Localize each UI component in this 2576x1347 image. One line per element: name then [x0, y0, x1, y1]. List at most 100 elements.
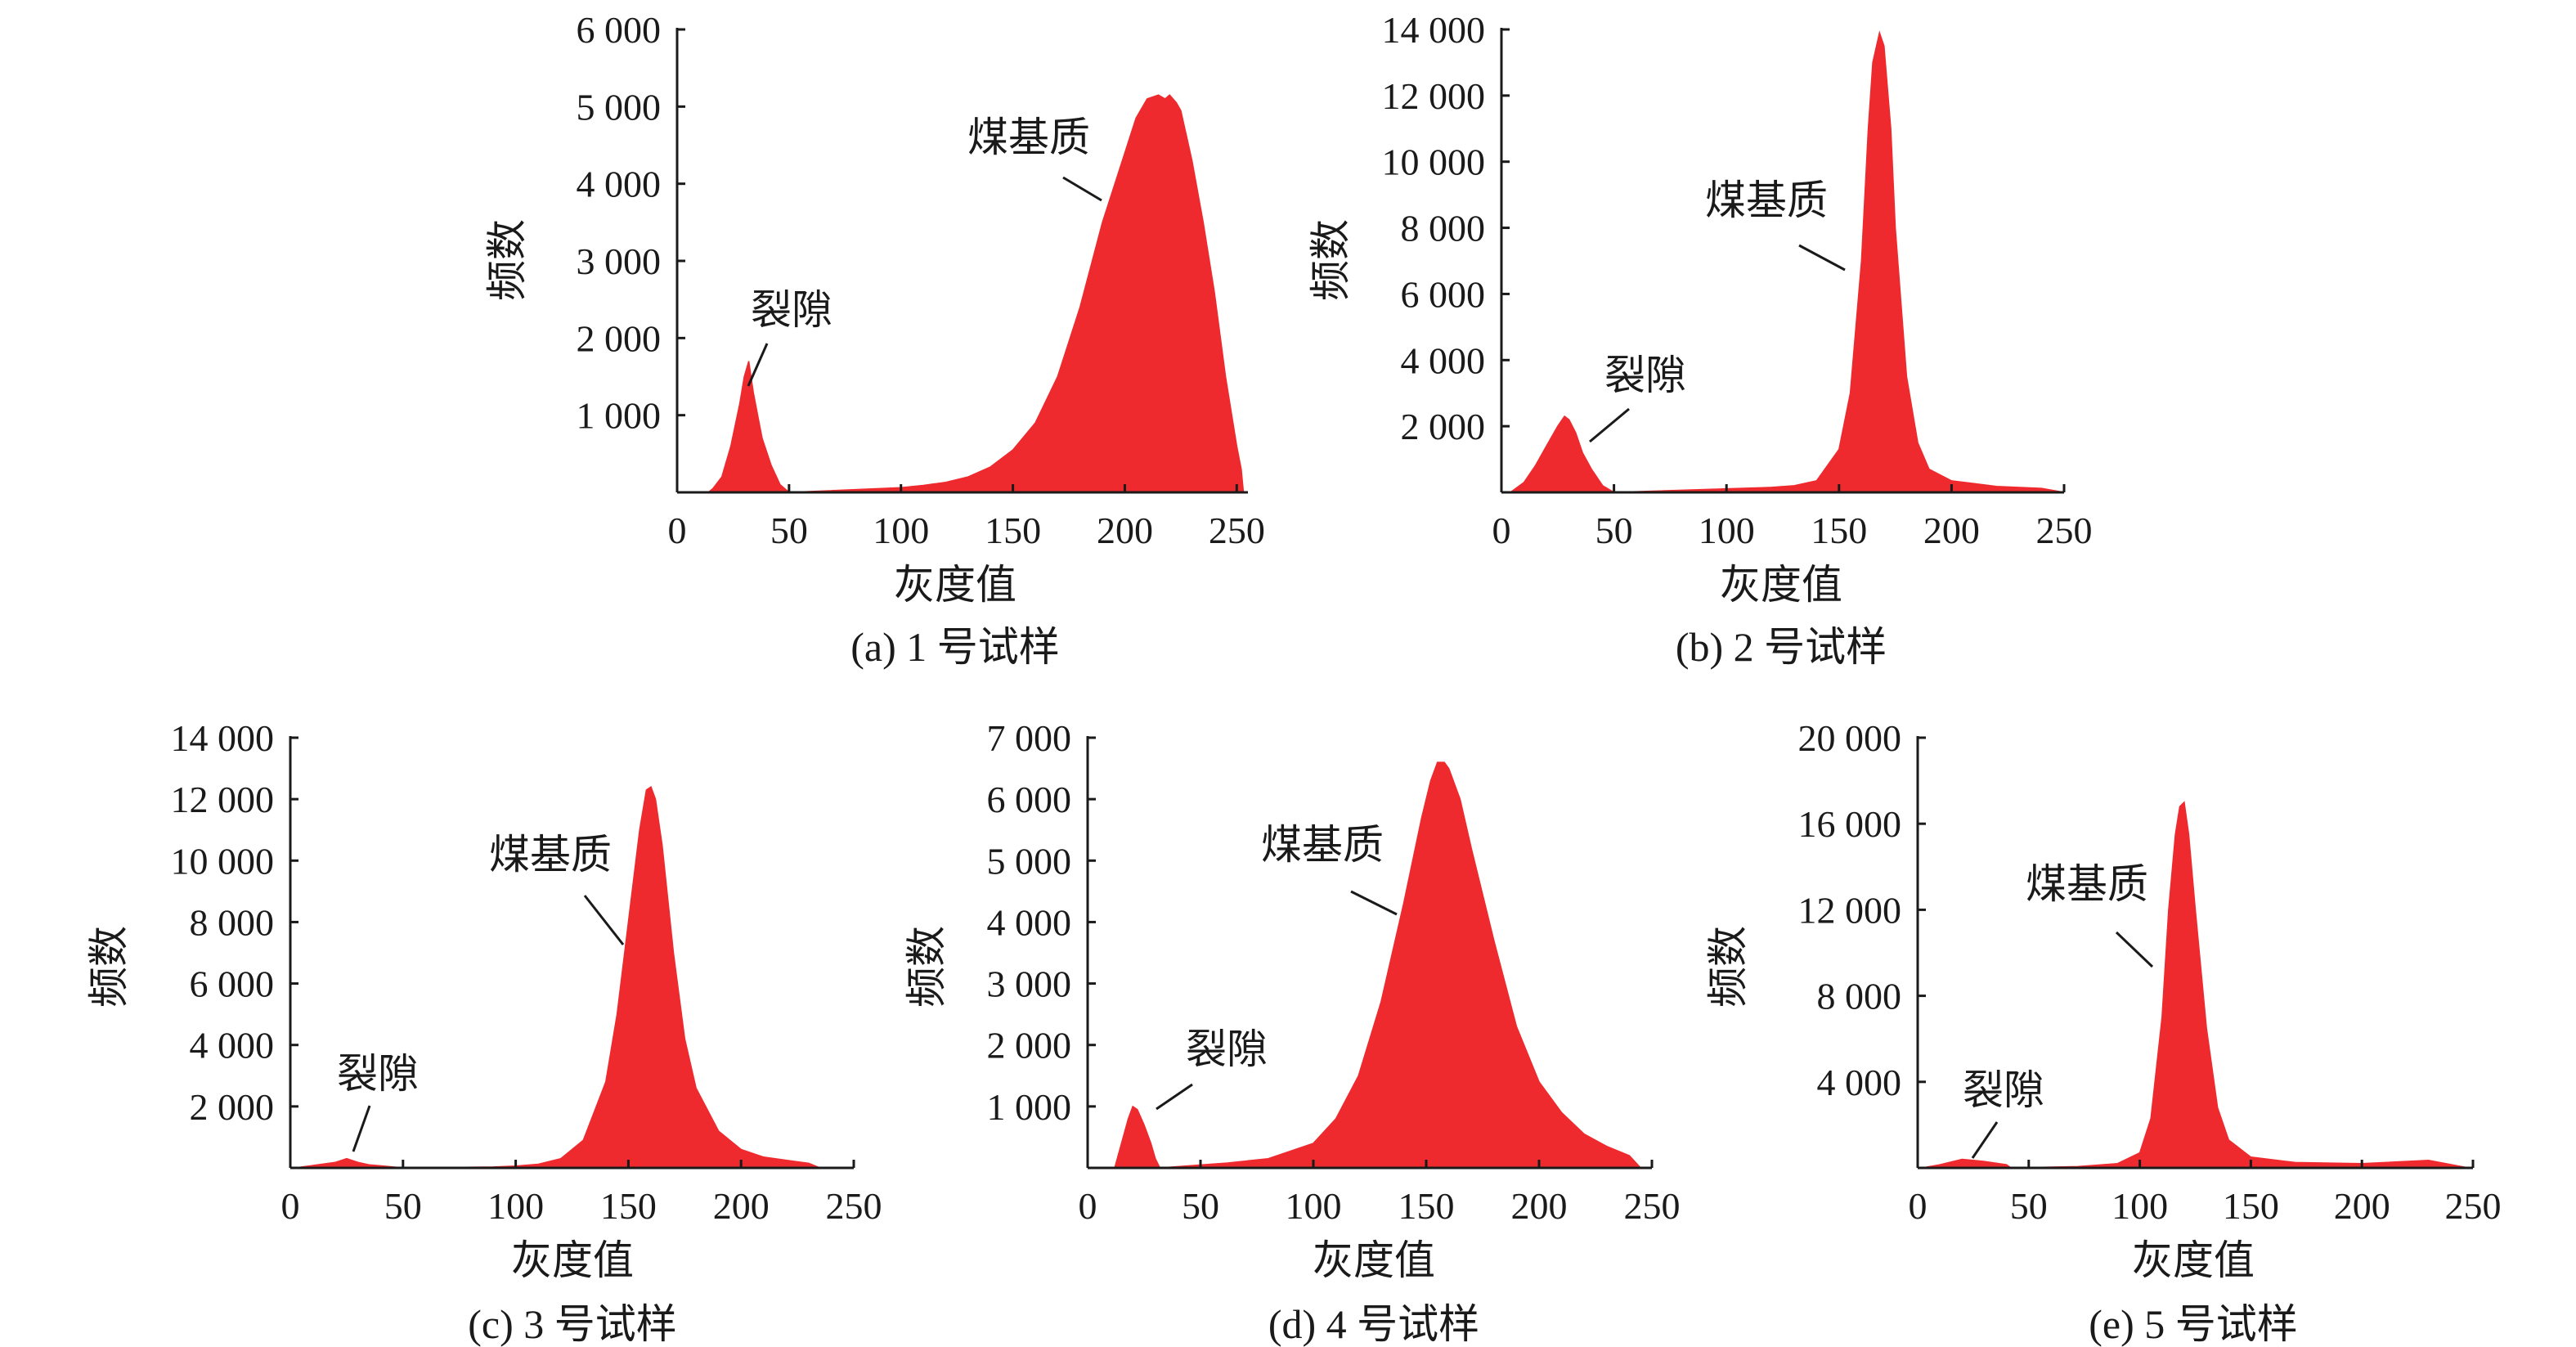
panel-caption: (b) 2 号试样	[1676, 624, 1887, 670]
annotation-label: 裂隙	[1186, 1026, 1268, 1072]
panel-d: 0 50 100 150 200 250 1 000 2 000 3 000 4 000 5 00…	[904, 717, 1681, 1347]
y-tick-label: 12 000	[1798, 889, 1902, 931]
panel-a: 0 50 100 150 200 250 1 000 2 000 3 000 4 000 5 00…	[484, 9, 1265, 670]
y-tick-label: 3 000	[577, 240, 662, 282]
y-tick-label: 7 000	[987, 717, 1072, 759]
y-tick-label: 4 000	[1401, 339, 1486, 381]
y-tick-label: 2 000	[1401, 406, 1486, 447]
y-tick-label: 8 000	[1817, 976, 1902, 1017]
y-tick-labels: 2 000 4 000 6 000 8 000 10 000 12 000 14 000	[1382, 9, 1486, 447]
y-tick-labels: 2 000 4 000 6 000 8 000 10 000 12 000 14 000	[171, 717, 275, 1128]
x-tick-labels: 0 50 100 150 200 250	[1492, 510, 2093, 551]
x-tick-label: 150	[1811, 510, 1867, 551]
y-tick-label: 12 000	[1382, 75, 1486, 117]
annotation-leader-line	[1971, 1121, 1999, 1159]
y-tick-label: 1 000	[987, 1086, 1072, 1128]
x-tick-label: 250	[826, 1185, 882, 1227]
annotations: 裂隙 煤基质	[747, 114, 1102, 387]
annotations: 裂隙 煤基质	[1589, 177, 1846, 443]
x-tick-labels: 0 50 100 150 200 250	[1909, 1185, 2502, 1227]
histogram-area	[707, 94, 1245, 493]
x-tick-label: 100	[487, 1185, 544, 1227]
y-tick-label: 4 000	[987, 901, 1072, 943]
annotation-label: 煤基质	[967, 114, 1090, 160]
y-tick-label: 2 000	[577, 317, 662, 359]
annotation-label: 煤基质	[489, 832, 612, 878]
y-tick-label: 4 000	[577, 164, 662, 205]
y-tick-label: 6 000	[190, 963, 275, 1005]
y-axis-title: 频数	[1705, 926, 1751, 1008]
annotation-leader-line	[1062, 176, 1102, 202]
x-tick-label: 0	[1909, 1185, 1928, 1227]
x-tick-label: 150	[985, 510, 1041, 551]
annotation-leader-line	[352, 1105, 371, 1152]
x-tick-label: 50	[2010, 1185, 2048, 1227]
y-tick-label: 1 000	[577, 395, 662, 437]
annotations: 裂隙 煤基质	[1963, 861, 2154, 1159]
y-tick-label: 14 000	[171, 717, 275, 759]
x-tick-label: 100	[1286, 1185, 1342, 1227]
x-tick-label: 50	[770, 510, 808, 551]
x-tick-label: 250	[1209, 510, 1265, 551]
x-tick-label: 150	[600, 1185, 657, 1227]
y-tick-labels: 1 000 2 000 3 000 4 000 5 000 6 000 7 000	[987, 717, 1072, 1128]
x-tick-label: 200	[1511, 1185, 1568, 1227]
annotations: 裂隙 煤基质	[1156, 822, 1398, 1111]
x-tick-label: 200	[1923, 510, 1980, 551]
x-tick-label: 250	[1624, 1185, 1681, 1227]
y-axis-title: 频数	[86, 926, 132, 1008]
histogram-area	[1922, 801, 2469, 1169]
y-tick-label: 20 000	[1798, 717, 1902, 759]
panel-caption: (e) 5 号试样	[2089, 1301, 2298, 1347]
annotation-leader-line	[1589, 407, 1630, 443]
y-tick-label: 14 000	[1382, 9, 1486, 51]
x-axis-title: 灰度值	[1720, 562, 1842, 608]
x-axis-title: 灰度值	[894, 562, 1016, 608]
x-tick-label: 0	[281, 1185, 300, 1227]
x-tick-label: 100	[2112, 1185, 2168, 1227]
x-tick-label: 50	[1595, 510, 1633, 551]
y-tick-label: 12 000	[171, 779, 275, 820]
y-tick-label: 4 000	[190, 1025, 275, 1066]
x-tick-label: 200	[1097, 510, 1153, 551]
x-tick-labels: 0 50 100 150 200 250	[1079, 1185, 1681, 1227]
x-tick-labels: 0 50 100 150 200 250	[281, 1185, 882, 1227]
x-tick-label: 0	[668, 510, 687, 551]
x-tick-label: 50	[1182, 1185, 1219, 1227]
x-tick-label: 0	[1079, 1185, 1097, 1227]
annotation-label: 裂隙	[1604, 352, 1686, 398]
panel-b: 0 50 100 150 200 250 2 000 4 000 6 000 8 000 10 0…	[1308, 9, 2093, 670]
x-tick-label: 100	[873, 510, 929, 551]
y-tick-marks	[1088, 736, 1096, 1108]
x-tick-label: 150	[2223, 1185, 2279, 1227]
y-tick-marks	[1918, 736, 1926, 1084]
histogram-area	[1114, 761, 1642, 1169]
x-axis-title: 灰度值	[1313, 1237, 1435, 1283]
y-tick-label: 8 000	[1401, 208, 1486, 249]
y-axis-title: 频数	[484, 219, 530, 301]
x-tick-label: 0	[1492, 510, 1511, 551]
y-axis-title: 频数	[904, 926, 949, 1008]
annotation-leader-line	[583, 895, 625, 945]
y-tick-label: 3 000	[987, 963, 1072, 1005]
x-axis-title: 灰度值	[511, 1237, 634, 1283]
annotation-label: 裂隙	[751, 287, 832, 333]
x-axis-title: 灰度值	[2132, 1237, 2255, 1283]
y-tick-label: 4 000	[1817, 1062, 1902, 1103]
y-tick-label: 2 000	[987, 1025, 1072, 1066]
x-tick-label: 50	[384, 1185, 422, 1227]
x-tick-label: 200	[2334, 1185, 2390, 1227]
annotation-leader-line	[1798, 244, 1846, 272]
y-tick-label: 16 000	[1798, 803, 1902, 845]
y-tick-labels: 4 000 8 000 12 000 16 000 20 000	[1798, 717, 1902, 1103]
x-tick-label: 200	[713, 1185, 770, 1227]
panel-e: 0 50 100 150 200 250 4 000 8 000 12 000 16 000 20…	[1705, 717, 2502, 1347]
y-tick-marks	[677, 28, 685, 417]
annotation-leader-line	[747, 343, 769, 387]
x-tick-label: 250	[2445, 1185, 2502, 1227]
y-tick-label: 6 000	[1401, 273, 1486, 315]
annotation-leader-line	[1350, 890, 1398, 916]
histogram-area	[1508, 30, 2065, 493]
annotation-label: 裂隙	[337, 1051, 419, 1097]
